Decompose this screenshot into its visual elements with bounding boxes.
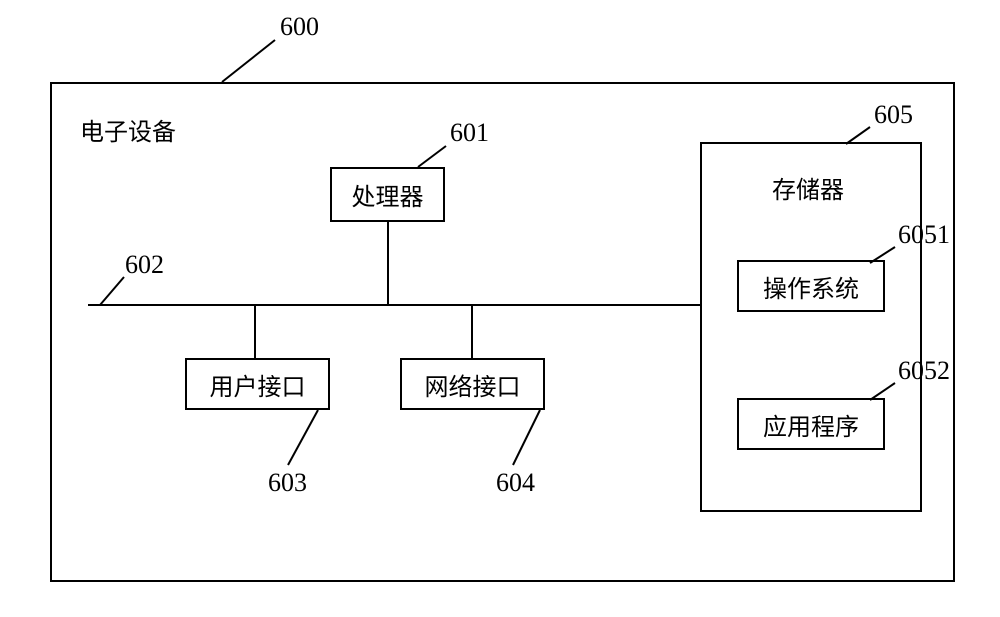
ref-num-601: 601 bbox=[450, 118, 489, 148]
os-label: 操作系统 bbox=[763, 269, 859, 304]
ref-num-603: 603 bbox=[268, 468, 307, 498]
ref-num-6051: 6051 bbox=[898, 220, 950, 250]
ref-num-6052: 6052 bbox=[898, 356, 950, 386]
processor-box: 处理器 bbox=[330, 167, 445, 222]
ref-num-602: 602 bbox=[125, 250, 164, 280]
ref-num-605: 605 bbox=[874, 100, 913, 130]
diagram-stage: 电子设备 存储器 处理器 用户接口 网络接口 操作系统 应用程序 600 601… bbox=[0, 0, 1000, 617]
os-box: 操作系统 bbox=[737, 260, 885, 312]
ref-num-604: 604 bbox=[496, 468, 535, 498]
network-interface-label: 网络接口 bbox=[425, 367, 521, 402]
network-interface-box: 网络接口 bbox=[400, 358, 545, 410]
app-label: 应用程序 bbox=[763, 407, 859, 442]
processor-label: 处理器 bbox=[352, 177, 424, 212]
memory-box: 存储器 bbox=[700, 142, 922, 512]
ref-num-600: 600 bbox=[280, 12, 319, 42]
user-interface-box: 用户接口 bbox=[185, 358, 330, 410]
user-interface-label: 用户接口 bbox=[210, 367, 306, 402]
app-box: 应用程序 bbox=[737, 398, 885, 450]
memory-label: 存储器 bbox=[772, 170, 844, 205]
device-title-label: 电子设备 bbox=[80, 112, 176, 147]
